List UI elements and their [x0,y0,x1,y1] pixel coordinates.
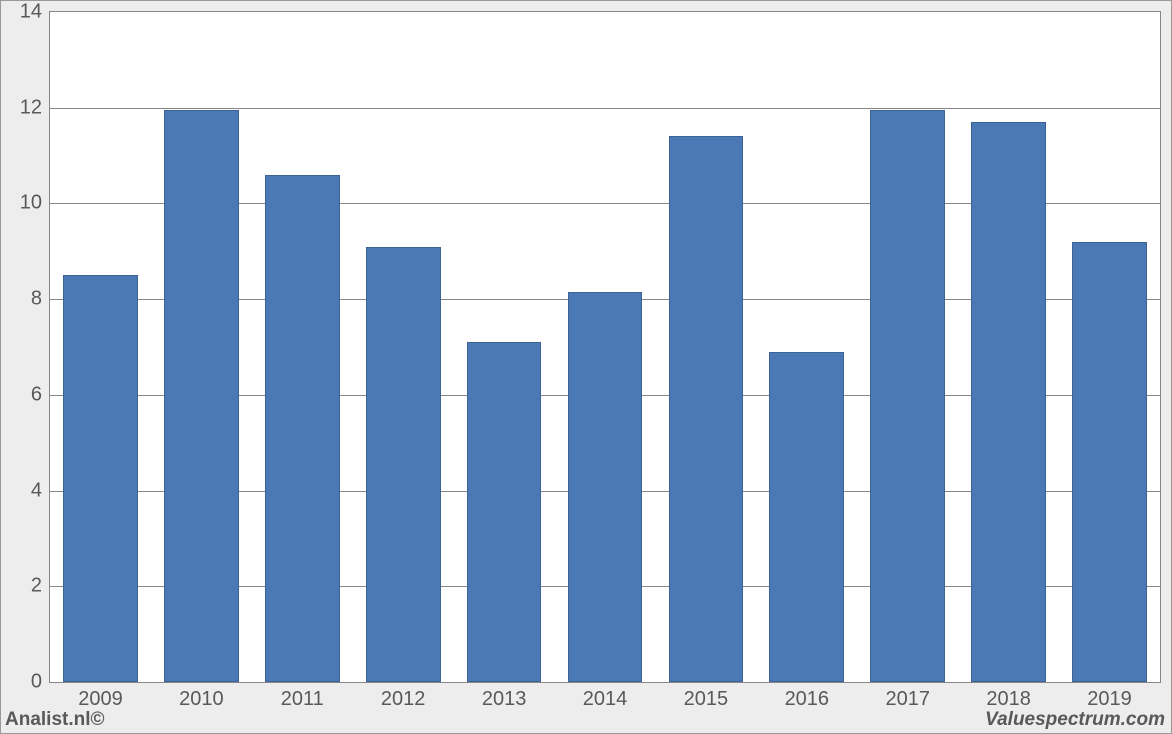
bar [971,122,1046,682]
bar [265,175,340,682]
y-tick-label: 8 [31,288,42,311]
x-tick-label: 2016 [785,688,830,711]
y-tick-label: 0 [31,671,42,694]
x-tick-label: 2019 [1087,688,1132,711]
x-tick-label: 2009 [78,688,123,711]
y-tick-label: 4 [31,479,42,502]
bar [568,292,643,682]
x-tick-label: 2015 [684,688,729,711]
x-tick-label: 2018 [986,688,1031,711]
bar [366,247,441,683]
bar [63,275,138,682]
x-tick-label: 2012 [381,688,426,711]
y-tick-label: 10 [20,192,42,215]
x-tick-label: 2011 [281,688,324,711]
y-tick-label: 2 [31,575,42,598]
footer-left: Analist.nl© [5,709,105,731]
x-tick-label: 2014 [583,688,628,711]
x-tick-label: 2010 [179,688,224,711]
footer-right: Valuespectrum.com [985,709,1165,731]
y-tick-label: 14 [20,1,42,24]
x-tick-label: 2017 [885,688,930,711]
bar [769,352,844,682]
x-tick-label: 2013 [482,688,527,711]
plot-area: 0246810121420092010201120122013201420152… [49,11,1161,683]
chart-container: 0 2 4 6 8 10 12 14 2009 2010 2011 2012 2013 2014 2015 2… [0,0,1172,734]
bar [1072,242,1147,682]
bar [870,110,945,682]
bar [467,342,542,682]
y-tick-label: 12 [20,96,42,119]
bar [669,136,744,682]
bar [164,110,239,682]
gridline [50,108,1160,109]
y-tick-label: 6 [31,383,42,406]
